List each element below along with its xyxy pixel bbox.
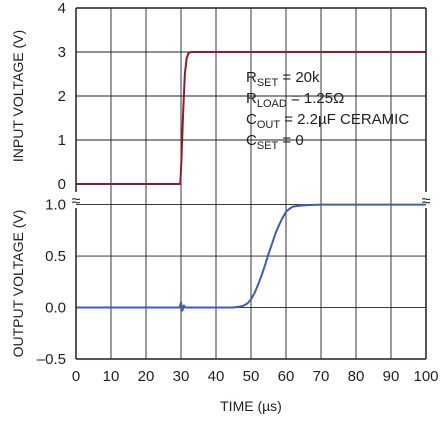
x-tick-label: 50	[243, 368, 260, 385]
annotation-line: RSET = 20k	[246, 69, 320, 89]
y-axis-label-output: OUTPUT VOLTAGE (V)	[10, 210, 26, 358]
x-tick-label: 10	[103, 368, 120, 385]
x-tick-label: 80	[348, 368, 365, 385]
series-layer	[76, 51, 426, 312]
y-tick-label: 3	[58, 44, 66, 61]
x-tick-label: 70	[313, 368, 330, 385]
output-voltage-trace	[76, 203, 426, 312]
x-tick-label: 90	[383, 368, 400, 385]
x-tick-label: 30	[173, 368, 190, 385]
y-tick-label: 2	[58, 88, 66, 105]
annotation-line: RLOAD = 1.25Ω	[246, 90, 344, 110]
x-tick-label: 20	[138, 368, 155, 385]
annotation-line: CSET = 0	[246, 132, 304, 152]
annotation-value: = 20k	[278, 69, 320, 86]
frame-layer	[75, 7, 427, 360]
y-tick-label: 0.0	[45, 300, 66, 317]
y-tick-label: 0.5	[45, 248, 66, 265]
tick-labels: 0 10 20 30 40 50 60 70 80 90 100 0 1 2 3 4 –0.5 0.0 0.5 1.0	[37, 0, 439, 385]
x-tick-label: 60	[278, 368, 295, 385]
x-tick-label: 100	[413, 368, 438, 385]
annotation-value: = 2.2µF CERAMIC	[280, 111, 409, 128]
y-tick-label: 1.0	[45, 197, 66, 214]
y-axis-label-input: INPUT VOLTAGE (V)	[10, 30, 26, 162]
annotation-symbol: R	[246, 90, 257, 107]
annotation-subscript: SET	[257, 140, 279, 152]
annotation-subscript: LOAD	[257, 98, 287, 110]
input-voltage-trace	[76, 51, 426, 185]
annotation-subscript: SET	[257, 77, 279, 89]
y-tick-label: 0	[58, 176, 66, 193]
annotation-value: = 1.25Ω	[287, 90, 345, 107]
y-tick-label: 1	[58, 132, 66, 149]
grid-layer	[76, 8, 426, 359]
y-tick-label: 4	[58, 0, 66, 17]
x-tick-label: 0	[72, 368, 80, 385]
axis-break-right: ≈	[422, 193, 431, 210]
x-axis-label: TIME (µs)	[220, 398, 282, 414]
annotation-value: = 0	[278, 132, 303, 149]
annotation-line: COUT = 2.2µF CERAMIC	[246, 111, 409, 131]
x-tick-label: 40	[208, 368, 225, 385]
y-tick-label: –0.5	[37, 351, 66, 368]
annotation-symbol: C	[246, 111, 257, 128]
annotation-subscript: OUT	[257, 119, 281, 131]
annotation-symbol: R	[246, 69, 257, 86]
annotation-symbol: C	[246, 132, 257, 149]
axis-break-left: ≈	[72, 193, 81, 210]
